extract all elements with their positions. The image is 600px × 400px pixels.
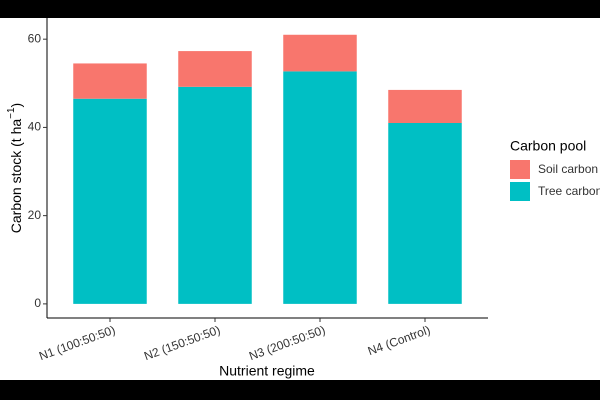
letterbox-bottom: [0, 380, 600, 400]
bar-segment: [388, 123, 462, 304]
letterbox-top: [0, 0, 600, 18]
y-tick-label: 20: [28, 208, 42, 222]
y-tick-label: 40: [28, 120, 42, 134]
x-axis-title: Nutrient regime: [219, 363, 315, 379]
legend-title: Carbon pool: [510, 138, 586, 154]
bar-segment: [388, 89, 462, 123]
y-axis-title-sup: −1: [6, 107, 17, 119]
legend-label: Soil carbon: [538, 162, 598, 176]
bar-segment: [178, 86, 252, 304]
y-tick-label: 0: [34, 296, 41, 310]
y-tick-label: 60: [28, 31, 42, 45]
bar-segment: [73, 63, 147, 99]
bar-segment: [283, 34, 357, 72]
legend-label: Tree carbon: [538, 184, 600, 198]
bar-segment: [283, 71, 357, 304]
y-axis-title-suffix: ): [8, 103, 24, 108]
y-axis-title: Carbon stock (t ha−1): [6, 103, 24, 233]
bar-segment: [73, 98, 147, 304]
y-axis-title-text: Carbon stock (t ha: [8, 119, 24, 234]
bar-segment: [178, 51, 252, 87]
legend-swatch: [510, 160, 530, 179]
legend-swatch: [510, 182, 530, 201]
